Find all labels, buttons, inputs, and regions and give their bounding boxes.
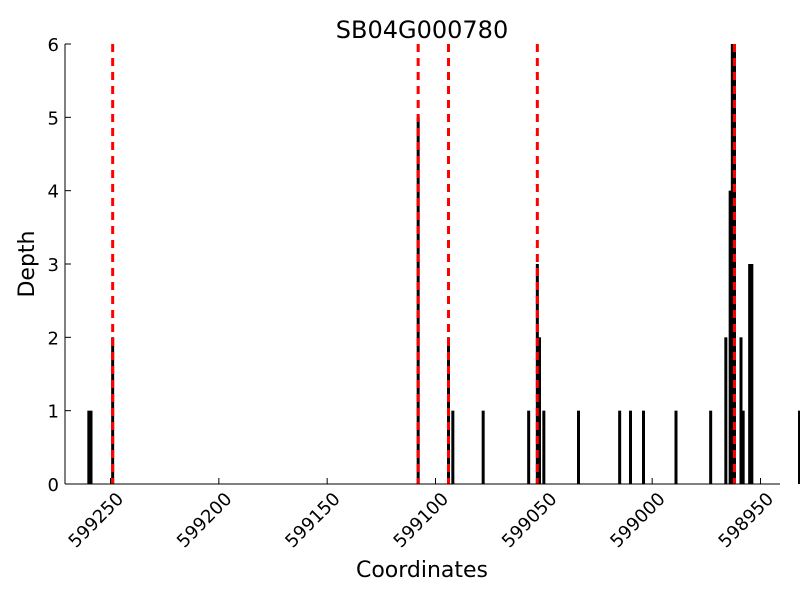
depth-bar [728, 190, 732, 484]
depth-bar [89, 410, 93, 484]
x-tick-label: 599050 [498, 489, 561, 552]
depth-bar [87, 410, 91, 484]
y-axis-label: Depth [15, 230, 40, 297]
depth-bar [739, 337, 743, 484]
x-tick-label: 598950 [715, 489, 778, 552]
y-tick-label: 4 [48, 182, 59, 203]
depth-bar [538, 337, 541, 484]
x-tick-label: 599100 [390, 489, 453, 552]
depth-bar [577, 410, 580, 484]
depth-bar [451, 410, 455, 484]
depth-bar [629, 410, 632, 484]
chart-title: SB04G000780 [336, 16, 508, 44]
bars-layer [87, 44, 800, 484]
depth-bar [709, 410, 713, 484]
depth-bar [618, 410, 622, 484]
x-tick-label: 599150 [281, 489, 344, 552]
y-tick-label: 3 [48, 255, 59, 276]
x-tick-label: 599000 [606, 489, 669, 552]
y-tick-label: 2 [48, 328, 59, 349]
depth-bar [642, 410, 645, 484]
depth-bar [730, 44, 734, 484]
x-axis-label: Coordinates [356, 558, 488, 583]
reference-lines-layer [111, 44, 736, 484]
depth-bar [750, 264, 754, 484]
depth-bar [724, 337, 728, 484]
depth-bar [741, 410, 745, 484]
depth-bar [481, 410, 485, 484]
depth-bar [798, 410, 800, 484]
depth-bar [674, 410, 678, 484]
axes-layer: 0 1 2 3 4 5 6 599250 599200 599150 599100 599050 599… [48, 35, 780, 552]
x-tick-label: 599200 [173, 489, 236, 552]
depth-bar [748, 264, 752, 484]
y-tick-label: 6 [48, 35, 59, 56]
y-tick-label: 5 [48, 108, 59, 129]
y-tick-label: 1 [48, 402, 59, 423]
depth-bar [535, 264, 539, 484]
depth-bar [542, 410, 546, 484]
x-tick-label: 599250 [65, 489, 128, 552]
y-tick-label: 0 [48, 475, 59, 496]
depth-bar [733, 44, 736, 484]
depth-bar [527, 410, 531, 484]
